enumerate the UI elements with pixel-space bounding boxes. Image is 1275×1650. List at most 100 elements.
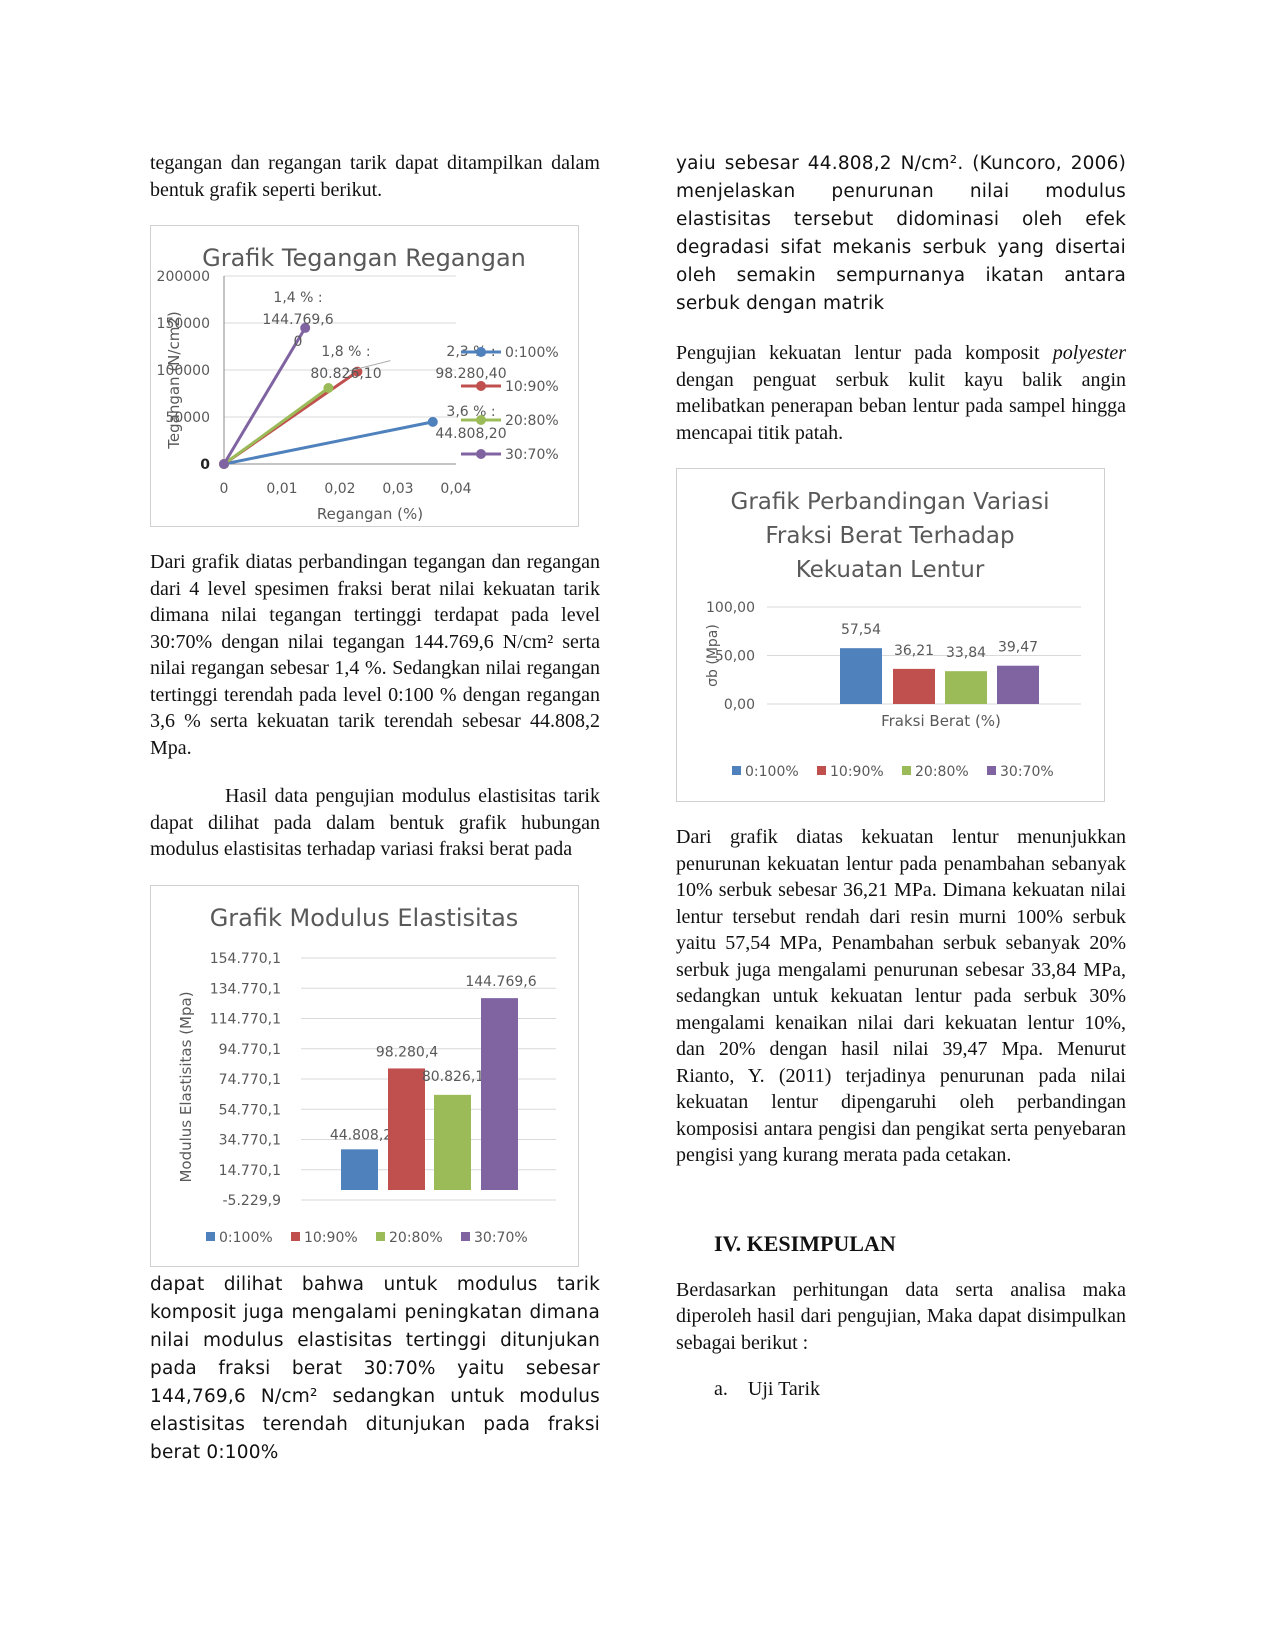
data-label: 98.280,40	[435, 366, 506, 382]
bar	[481, 997, 518, 1190]
y-tick-label: 0,00	[724, 697, 755, 713]
right-paragraph-4: Berdasarkan perhitungan data serta anali…	[676, 1278, 1126, 1354]
y-tick-label: 100000	[157, 363, 210, 379]
list-marker: a.	[714, 1378, 728, 1400]
x-axis-title: Fraksi Berat (%)	[881, 712, 1001, 730]
legend-label: 0:100%	[745, 764, 799, 780]
data-label: 39,47	[998, 640, 1038, 656]
right-paragraph-3: Dari grafik diatas kekuatan lentur menun…	[676, 826, 1126, 1166]
stress-strain-chart: Grafik Tegangan Regangan 0 50000 100000 1500…	[150, 225, 579, 527]
chart-title: Grafik Modulus Elastisitas	[210, 904, 519, 932]
data-point	[219, 459, 229, 469]
y-tick-label: 14.770,1	[219, 1162, 281, 1178]
y-tick-label: -5.229,9	[223, 1193, 282, 1209]
flexural-chart-svg: Grafik Perbandingan Variasi Fraksi Berat …	[705, 489, 1081, 780]
data-point	[300, 322, 311, 333]
x-tick-label: 0	[220, 481, 229, 497]
left-column: tegangan dan regangan tarik dapat ditamp…	[150, 150, 600, 1467]
y-tick-label: 50000	[165, 410, 210, 426]
data-point	[323, 383, 334, 394]
legend-swatch	[902, 766, 911, 775]
chart-title: Grafik Tegangan Regangan	[202, 244, 526, 272]
list-item-label: Uji Tarik	[747, 1378, 820, 1400]
flexural-chart: Grafik Perbandingan Variasi Fraksi Berat …	[676, 468, 1105, 802]
data-label: 44.808,2	[330, 1127, 392, 1143]
left-paragraph-1: tegangan dan regangan tarik dapat ditamp…	[150, 152, 600, 201]
y-tick-label: 114.770,1	[210, 1011, 281, 1027]
legend-label: 20:80%	[505, 413, 559, 429]
data-label: 44.808,20	[435, 426, 506, 442]
legend-marker	[476, 449, 486, 459]
x-axis-title: Regangan (%)	[317, 505, 423, 523]
y-axis-title: Modulus Elastisitas (Mpa)	[177, 991, 195, 1182]
y-tick-label: 200000	[157, 269, 210, 285]
legend-label: 0:100%	[505, 345, 559, 361]
data-label: 98.280,4	[376, 1044, 438, 1060]
chart-title: Grafik Perbandingan Variasi	[731, 489, 1050, 515]
text-span: dengan penguat serbuk kulit kayu balik a…	[676, 368, 1126, 444]
bar	[840, 648, 882, 704]
bar	[341, 1148, 378, 1190]
y-tick-label: 100,00	[706, 600, 755, 616]
legend-label: 20:80%	[915, 764, 969, 780]
y-tick-label: 34.770,1	[219, 1132, 281, 1148]
legend-label: 20:80%	[389, 1230, 443, 1246]
right-paragraph-2: Pengujian kekuatan lentur pada komposit …	[676, 340, 1126, 446]
y-tick-label: 54.770,1	[219, 1102, 281, 1118]
legend-marker	[476, 381, 486, 391]
x-tick-label: 0,01	[266, 481, 297, 497]
bar	[997, 665, 1039, 704]
data-label: 1,4 % :	[273, 290, 322, 306]
legend-swatch	[987, 766, 996, 775]
leader-line	[346, 360, 391, 373]
series-line	[223, 420, 434, 466]
modulus-chart: Grafik Modulus Elastisitas -5.229,9 14.770…	[150, 884, 579, 1267]
data-label: 36,21	[894, 643, 934, 659]
right-column: yaiu sebesar 44.808,2 N/cm². (Kuncoro, 2…	[676, 150, 1126, 1401]
y-tick-label: 50,00	[715, 649, 755, 665]
data-label: 80.826,10	[310, 366, 381, 382]
y-axis-title: Tegangan (N/cm2)	[165, 311, 183, 449]
section-heading: IV. KESIMPULAN	[714, 1230, 896, 1256]
bar	[388, 1067, 425, 1190]
legend-label: 10:90%	[304, 1230, 358, 1246]
text-span: Pengujian kekuatan lentur pada komposit	[676, 342, 1040, 364]
legend-swatch	[206, 1231, 215, 1241]
bar	[893, 668, 935, 704]
data-label: 33,84	[946, 645, 986, 661]
data-point	[427, 416, 438, 427]
legend-label: 10:90%	[505, 379, 559, 395]
legend-label: 30:70%	[474, 1230, 528, 1246]
bar	[945, 671, 987, 704]
legend-label: 30:70%	[1000, 764, 1054, 780]
left-paragraph-2: Dari grafik diatas perbandingan tegangan…	[150, 551, 600, 759]
y-tick-label: 134.770,1	[210, 981, 281, 997]
left-paragraph-4: dapat dilihat bahwa untuk modulus tarik …	[150, 1273, 600, 1463]
emphasis-text: polyester	[1052, 342, 1127, 364]
chart-title: Fraksi Berat Terhadap	[765, 523, 1014, 549]
y-tick-label: 0	[200, 457, 210, 473]
data-label: 144.769,6	[262, 312, 333, 328]
data-label: 0	[294, 334, 303, 350]
stress-strain-chart-svg: Grafik Tegangan Regangan 0 50000 100000 1500…	[157, 244, 559, 523]
data-label: 3,6 % :	[446, 404, 495, 420]
series-line	[222, 327, 307, 465]
x-tick-label: 0,02	[324, 481, 355, 497]
y-tick-label: 154.770,1	[210, 951, 281, 967]
legend-swatch	[461, 1231, 470, 1241]
data-label: 57,54	[841, 622, 881, 638]
y-axis-title: σb (Mpa)	[705, 624, 721, 687]
x-tick-label: 0,04	[440, 481, 471, 497]
bar	[434, 1094, 471, 1190]
y-tick-label: 94.770,1	[219, 1041, 281, 1057]
modulus-chart-svg: Grafik Modulus Elastisitas -5.229,9 14.770…	[177, 904, 556, 1246]
legend-swatch	[817, 766, 826, 775]
legend-swatch	[732, 766, 741, 775]
legend-label: 10:90%	[830, 764, 884, 780]
x-tick-label: 0,03	[382, 481, 413, 497]
data-label: 1,8 % :	[321, 344, 370, 360]
legend-marker	[476, 415, 486, 425]
legend-swatch	[376, 1231, 385, 1241]
legend-label: 30:70%	[505, 447, 559, 463]
legend-swatch	[291, 1231, 300, 1241]
